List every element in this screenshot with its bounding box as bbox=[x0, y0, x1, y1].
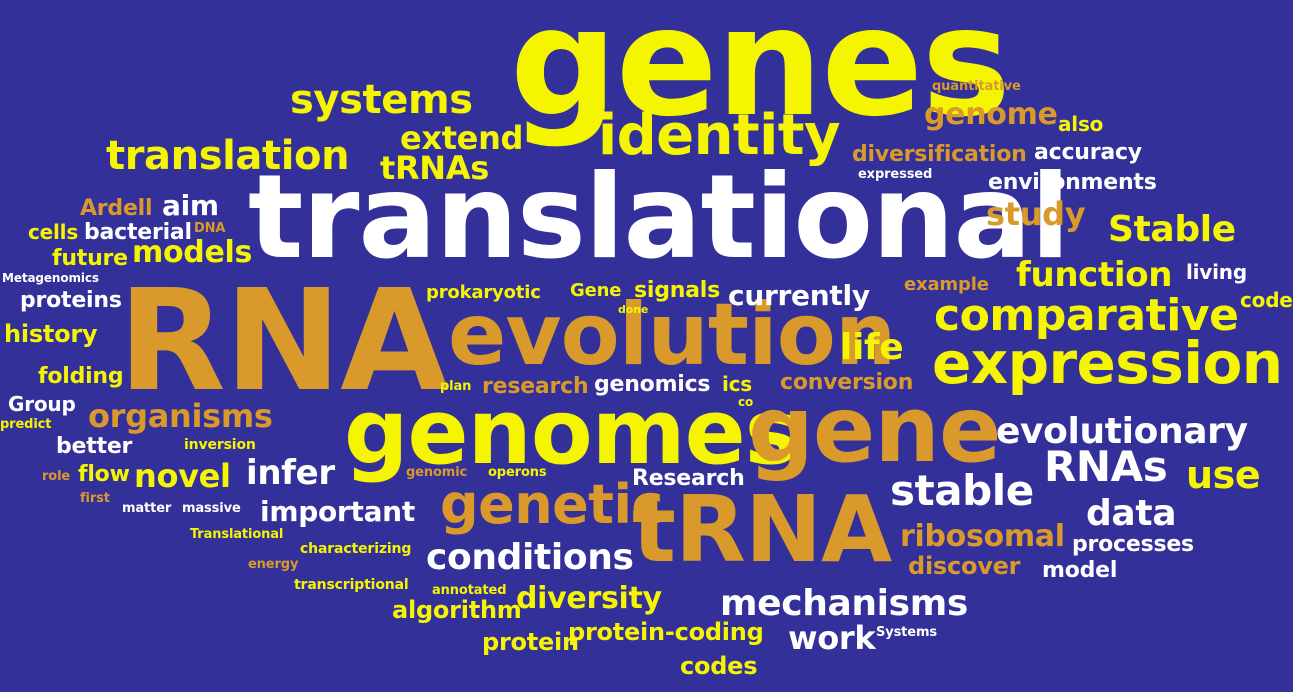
word-use: use bbox=[1186, 453, 1261, 497]
word-accuracy: accuracy bbox=[1034, 140, 1142, 165]
word-massive: massive bbox=[182, 501, 241, 516]
word-diversity: diversity bbox=[516, 581, 662, 616]
word-flow: flow bbox=[78, 462, 130, 487]
word-code: code bbox=[1240, 288, 1293, 312]
word-characterizing: characterizing bbox=[300, 541, 412, 557]
word-conditions: conditions bbox=[426, 537, 634, 578]
word-genomics: genomics bbox=[594, 372, 711, 397]
word-infer: infer bbox=[246, 453, 335, 493]
word-history: history bbox=[4, 320, 98, 348]
word-research-capital: Research bbox=[632, 466, 745, 491]
word-work: work bbox=[788, 619, 876, 657]
word-processes: processes bbox=[1072, 532, 1194, 557]
word-translation: translation bbox=[106, 133, 350, 179]
word-rna: RNA bbox=[118, 260, 449, 423]
word-important: important bbox=[260, 495, 415, 528]
word-plan: plan bbox=[440, 379, 472, 394]
word-study: study bbox=[986, 195, 1086, 233]
word-conversion: conversion bbox=[780, 370, 914, 395]
word-models: models bbox=[132, 235, 253, 270]
word-bacterial: bacterial bbox=[84, 220, 192, 245]
word-life: life bbox=[840, 327, 904, 368]
word-operons: operons bbox=[488, 465, 547, 480]
word-ardell: Ardell bbox=[80, 196, 153, 221]
word-aim: aim bbox=[162, 189, 219, 222]
word-evolution: evolution bbox=[448, 285, 896, 385]
word-gene-capital: Gene bbox=[570, 280, 622, 301]
word-evolutionary: evolutionary bbox=[996, 411, 1248, 452]
word-quantitative: quantitative bbox=[932, 79, 1021, 94]
word-stable: stable bbox=[890, 466, 1034, 515]
word-metagenomics: Metagenomics bbox=[2, 271, 99, 285]
word-dna: DNA bbox=[194, 221, 226, 236]
word-currently: currently bbox=[728, 279, 870, 312]
word-prokaryotic: prokaryotic bbox=[426, 282, 541, 303]
word-protein-coding: protein-coding bbox=[568, 618, 764, 646]
word-protein: protein bbox=[482, 628, 579, 656]
word-predict: predict bbox=[0, 417, 52, 432]
word-identity: identity bbox=[598, 103, 840, 168]
word-also: also bbox=[1058, 112, 1104, 136]
word-algorithm: algorithm bbox=[392, 596, 522, 624]
word-cells: cells bbox=[28, 220, 79, 244]
word-systems: systems bbox=[290, 77, 473, 123]
word-genes: genes bbox=[510, 0, 1011, 150]
word-role: role bbox=[42, 469, 71, 484]
word-organisms: organisms bbox=[88, 397, 273, 435]
word-folding: folding bbox=[38, 364, 124, 389]
word-environments: environments bbox=[988, 170, 1157, 195]
word-trnas: tRNAs bbox=[380, 149, 489, 187]
word-gene: gene bbox=[748, 376, 1001, 483]
word-diversification: diversification bbox=[852, 142, 1027, 167]
word-codes: codes bbox=[680, 652, 758, 680]
word-ics: ics bbox=[722, 372, 753, 396]
word-ribosomal: ribosomal bbox=[900, 519, 1065, 554]
word-trna: tRNA bbox=[632, 476, 892, 583]
word-matter: matter bbox=[122, 501, 172, 516]
word-function: function bbox=[1016, 255, 1173, 295]
word-novel: novel bbox=[134, 457, 231, 495]
word-genetic: genetic bbox=[440, 473, 663, 536]
word-rnas: RNAs bbox=[1044, 442, 1168, 491]
word-comparative: comparative bbox=[934, 290, 1239, 341]
word-signals: signals bbox=[634, 278, 720, 303]
word-expression: expression bbox=[932, 329, 1283, 397]
word-co: co bbox=[738, 395, 754, 409]
word-living: living bbox=[1186, 260, 1247, 284]
word-future: future bbox=[52, 246, 128, 271]
word-genomes: genomes bbox=[344, 380, 798, 485]
word-group: Group bbox=[8, 392, 76, 416]
word-genome: genome bbox=[924, 97, 1058, 132]
word-annotated: annotated bbox=[432, 583, 507, 598]
word-expressed: expressed bbox=[858, 167, 933, 182]
word-stable-capital: Stable bbox=[1108, 209, 1236, 250]
word-systems-capital: Systems bbox=[876, 625, 937, 640]
word-data: data bbox=[1086, 493, 1177, 534]
word-example: example bbox=[904, 274, 989, 295]
word-research: research bbox=[482, 374, 589, 399]
word-genomic: genomic bbox=[406, 465, 468, 480]
word-translational-capital: Translational bbox=[190, 527, 284, 542]
word-mechanisms: mechanisms bbox=[720, 583, 968, 624]
word-extend: extend bbox=[400, 119, 524, 157]
word-discover: discover bbox=[908, 552, 1021, 580]
word-energy: energy bbox=[248, 557, 299, 572]
word-better: better bbox=[56, 434, 133, 459]
word-first: first bbox=[80, 491, 110, 506]
word-model: model bbox=[1042, 558, 1118, 583]
word-inversion: inversion bbox=[184, 437, 256, 453]
word-translational: translational bbox=[248, 150, 1070, 285]
word-done: done bbox=[618, 303, 649, 316]
word-transcriptional: transcriptional bbox=[294, 577, 409, 593]
word-proteins: proteins bbox=[20, 288, 122, 313]
